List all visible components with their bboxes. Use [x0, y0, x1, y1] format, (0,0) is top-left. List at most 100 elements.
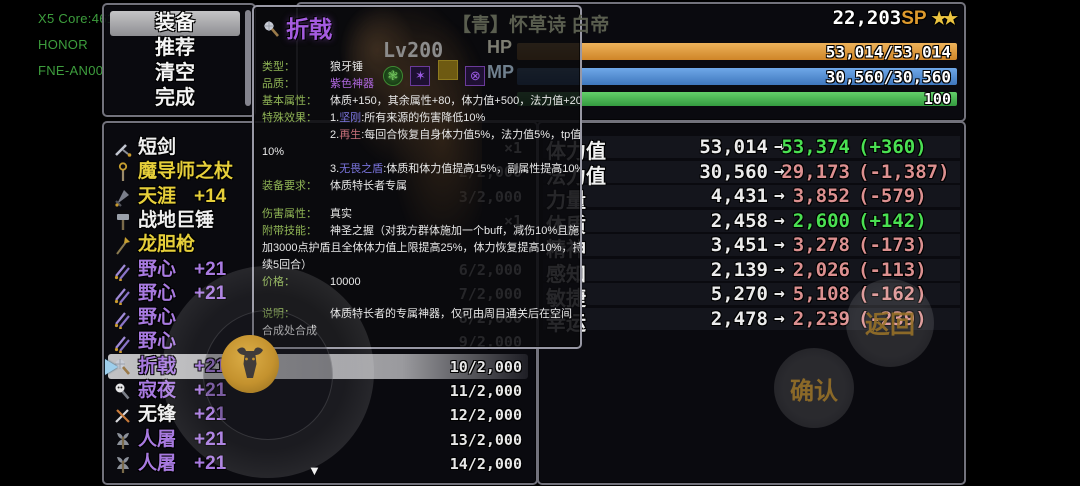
- stat-row: 力量 4,431 → 3,852 (-579): [543, 185, 960, 212]
- menu-item[interactable]: 完成: [155, 87, 195, 109]
- stat-arrow-icon: →: [774, 209, 785, 231]
- mp-value: 30,560/30,560: [825, 67, 951, 86]
- tooltip-value: 狼牙锤: [330, 61, 363, 73]
- stat-arrow-icon: →: [774, 160, 785, 182]
- tooltip-label: 伤害属性：: [262, 208, 317, 220]
- tooltip-effect-2-wrap: 10%: [262, 146, 285, 158]
- gem-magic-circle-icon: ✶: [410, 66, 431, 86]
- weapon-name: 野心: [138, 331, 177, 353]
- skullhammer-icon: [112, 380, 134, 402]
- stat-old-value: 3,451: [710, 234, 768, 257]
- stat-row: 法力值 30,560 → 29,173 (-1,387): [543, 160, 960, 188]
- tooltip-damage-type: 真实: [330, 208, 352, 220]
- menu-item[interactable]: 清空: [155, 62, 195, 84]
- dualswords-icon: [112, 307, 134, 330]
- back-button[interactable]: 返回: [846, 279, 934, 367]
- sp-label: SP: [901, 8, 927, 29]
- stat-delta-value: (+360): [858, 136, 927, 158]
- weapon-count: 11/2,000: [449, 382, 522, 400]
- stat-row: 体力值 53,014 → 53,374 (+360): [543, 136, 960, 163]
- stat-new-value: 5,108: [792, 283, 850, 306]
- weapon-name: 野心: [138, 282, 177, 304]
- stat-new-value: 2,600: [792, 209, 850, 232]
- stat-delta-value: (-1,387): [858, 160, 950, 183]
- weapon-name: 战地巨锤: [138, 209, 215, 231]
- weapon-name: 魔导师之杖: [138, 161, 234, 183]
- sp-stars-icon: ★★: [931, 9, 959, 28]
- tooltip-description: 体质特长者的专属神器，仅可由周目通关后在空间: [330, 308, 572, 320]
- stat-arrow-icon: →: [774, 185, 785, 207]
- axe-icon: [112, 453, 134, 475]
- stat-arrow-icon: →: [774, 283, 785, 305]
- scroll-down-icon[interactable]: ▼: [308, 463, 321, 478]
- weapon-name: 短剑: [138, 137, 177, 158]
- menu-item[interactable]: 装备: [110, 11, 240, 36]
- stat-delta-value: (-113): [858, 258, 927, 281]
- weapon-count: 14/2,000: [449, 454, 522, 473]
- character-level: Lv200: [383, 38, 444, 62]
- weapon-name: 天涯: [138, 185, 177, 207]
- tooltip-label: 附带技能：: [262, 225, 317, 237]
- greatsword-icon: [112, 186, 134, 208]
- crossswords-icon: [112, 404, 134, 426]
- tooltip-skill-line: 续5回合）: [262, 259, 313, 271]
- weapon-name: 人屠: [138, 452, 177, 474]
- tooltip-skill-line: 神圣之握（对我方群体施加一个buff，减伤10%且施: [330, 225, 580, 237]
- confirm-button[interactable]: 确认: [774, 348, 854, 428]
- hammer-icon: [112, 210, 134, 232]
- dualswords-icon: [112, 259, 134, 281]
- mp-bar: 30,560/30,560: [517, 67, 957, 86]
- weapon-name: 人屠: [138, 428, 177, 450]
- stat-old-value: 30,560: [699, 160, 768, 183]
- gem-green-icon: ❃: [383, 66, 403, 86]
- stat-delta-value: (-579): [858, 185, 927, 208]
- stat-old-value: 2,478: [710, 307, 768, 330]
- menu-item[interactable]: 推荐: [155, 37, 195, 59]
- selection-cursor-icon: [105, 359, 118, 375]
- stat-delta-value: (-173): [858, 234, 927, 257]
- mp-label: MP: [487, 62, 514, 82]
- stat-row: 精神 3,451 → 3,278 (-173): [543, 234, 960, 261]
- weapon-name: 寂夜: [138, 380, 177, 401]
- stat-delta-value: (-239): [858, 308, 927, 330]
- exp-value: 100: [923, 90, 951, 108]
- gem-circle-x-icon: ⊗: [465, 66, 486, 86]
- weapon-name: 无锋: [138, 404, 177, 426]
- menu-scrollbar[interactable]: [245, 10, 251, 106]
- tooltip-label: 品质：: [262, 78, 295, 90]
- stat-new-value: 2,239: [792, 307, 850, 330]
- weapon-count: 12/2,000: [449, 406, 522, 425]
- stat-row: 感知 2,139 → 2,026 (-113): [543, 258, 960, 286]
- monster-avatar-icon: [237, 347, 263, 378]
- hp-bar: 53,014/53,014: [517, 42, 957, 61]
- stat-old-value: 2,139: [710, 258, 768, 281]
- weapon-name: 野心: [138, 307, 177, 329]
- stat-old-value: 4,431: [710, 185, 768, 208]
- mace-icon: [261, 18, 285, 42]
- stat-new-value: 2,026: [792, 258, 850, 281]
- sp-value: 22,203: [832, 7, 902, 29]
- stat-arrow-icon: →: [774, 258, 785, 280]
- weapon-row[interactable]: 龙胆枪: [104, 233, 536, 257]
- system-info-line: HONOR: [38, 37, 88, 52]
- tooltip-effect-3: 3.无畏之盾:体质和体力值提高15%，副属性提高10%: [330, 163, 582, 175]
- weapon-row[interactable]: 人屠 +21 14/2,000: [104, 452, 536, 476]
- system-info-line: FNE-AN00: [38, 63, 104, 78]
- weapon-enhancement: +21: [194, 452, 227, 474]
- stat-delta-value: (+142): [858, 209, 927, 232]
- tooltip-label: 基本属性：: [262, 95, 317, 107]
- tooltip-label: 特殊效果：: [262, 112, 317, 124]
- spear-icon: [112, 234, 134, 256]
- tooltip-base-stats: 体质+150，其余属性+80，体力值+500，法力值+200: [330, 95, 582, 107]
- joystick-knob[interactable]: [221, 335, 279, 393]
- stat-new-value: 53,374: [781, 136, 850, 158]
- weapon-name: 龙胆枪: [138, 234, 196, 256]
- weapon-row[interactable]: 人屠 +21 13/2,000: [104, 428, 536, 452]
- gem-gold-icon: [437, 60, 458, 80]
- character-name: 【青】怀草诗 白帝: [452, 15, 610, 36]
- stat-new-value: 29,173: [781, 160, 850, 183]
- stat-arrow-icon: →: [774, 234, 785, 256]
- hp-value: 53,014/53,014: [825, 42, 951, 61]
- stat-new-value: 3,278: [792, 234, 850, 257]
